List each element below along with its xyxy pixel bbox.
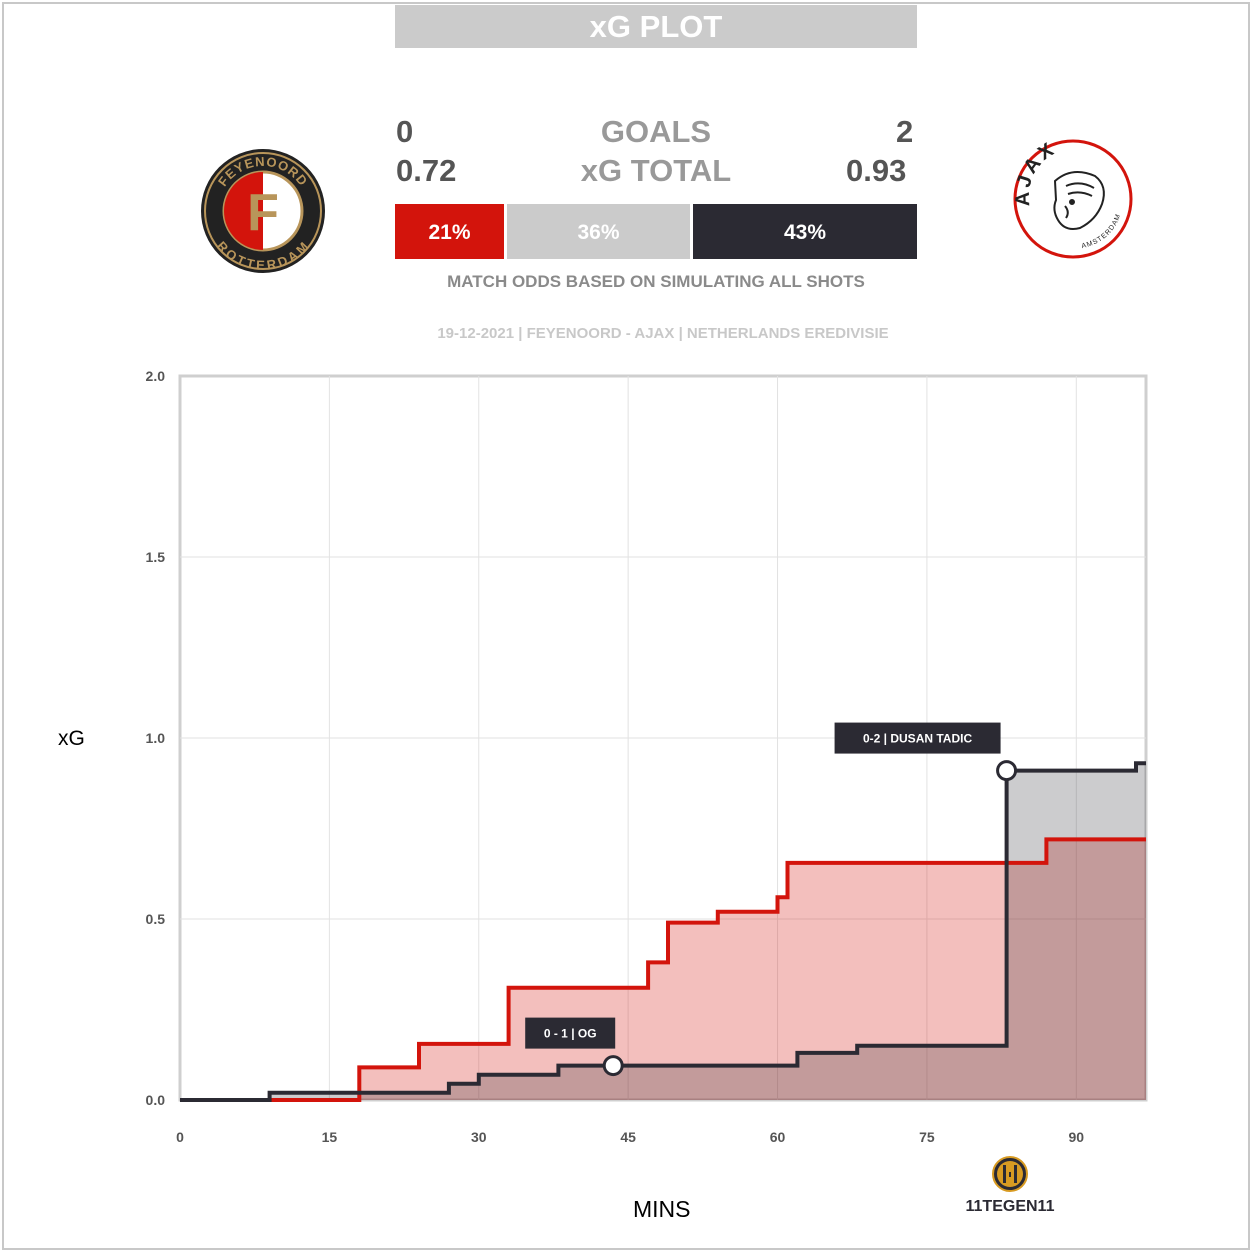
goal-annotation-label: 0 - 1 | OG	[544, 1027, 597, 1041]
away-win-odds: 43%	[693, 204, 917, 259]
home-win-odds: 21%	[395, 204, 504, 259]
series-area-ajax	[180, 763, 1146, 1100]
series-line-ajax	[180, 761, 1146, 1102]
y-tick-label: 2.0	[146, 368, 166, 384]
page-title: xG PLOT	[395, 5, 917, 48]
ajax-head-icon	[1053, 171, 1105, 230]
x-axis-label: MINS	[633, 1196, 691, 1222]
y-tick-label: 1.0	[146, 730, 166, 746]
series-area-feyenoord	[180, 839, 1146, 1100]
goal-annotation-label: 0-2 | DUSAN TADIC	[863, 732, 972, 746]
goal-marker	[996, 760, 1018, 782]
x-tick-label: 90	[1068, 1129, 1084, 1145]
y-tick-label: 0.5	[146, 911, 166, 927]
feyenoord-logo: F FEYENOORD ROTTERDAM	[201, 149, 325, 273]
goal-annotation-box	[525, 1017, 616, 1049]
x-tick-label: 60	[770, 1129, 786, 1145]
odds-note: MATCH ODDS BASED ON SIMULATING ALL SHOTS	[447, 272, 865, 291]
xg-total-label: xG TOTAL	[580, 153, 732, 188]
feyenoord-letter: F	[247, 184, 279, 242]
x-tick-label: 75	[919, 1129, 935, 1145]
match-info: 19-12-2021 | FEYENOORD - AJAX | NETHERLA…	[437, 325, 889, 342]
away-goals: 2	[896, 114, 914, 149]
away-xg-total: 0.93	[846, 153, 907, 188]
goals-label: GOALS	[600, 114, 712, 149]
brand-text: 11TEGEN11	[966, 1198, 1055, 1215]
brand-logo: 11TEGEN11	[966, 1156, 1055, 1215]
x-tick-label: 45	[620, 1129, 636, 1145]
ajax-logo: AJAX AMSTERDAM	[1012, 137, 1133, 259]
x-tick-label: 15	[322, 1129, 338, 1145]
x-tick-label: 30	[471, 1129, 487, 1145]
home-goals: 0	[396, 114, 414, 149]
y-tick-label: 1.5	[146, 549, 166, 565]
y-axis-label: xG	[58, 727, 85, 750]
goal-marker	[602, 1055, 624, 1077]
x-tick-label: 0	[176, 1129, 184, 1145]
goal-annotation-box	[834, 722, 1001, 754]
series-line-feyenoord	[180, 837, 1146, 1102]
home-xg-total: 0.72	[396, 153, 457, 188]
draw-odds: 36%	[507, 204, 690, 259]
y-tick-label: 0.0	[146, 1092, 166, 1108]
